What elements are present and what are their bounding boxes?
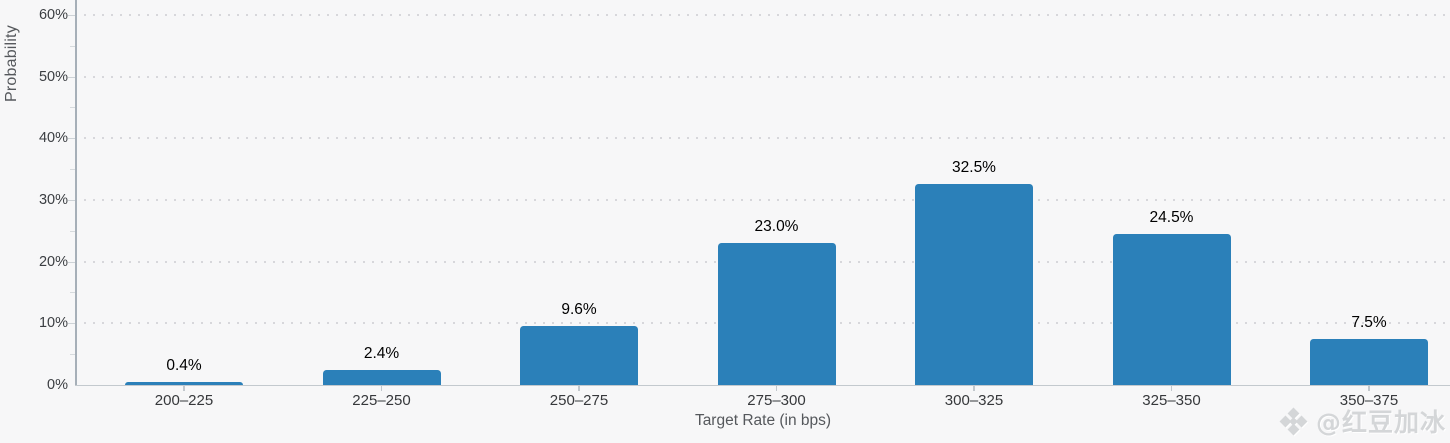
bar-200-225 (125, 382, 243, 385)
bar-value-label: 24.5% (1149, 208, 1194, 226)
bar-value-label: 23.0% (754, 218, 799, 236)
y-tick-label: 40% (38, 130, 68, 147)
binance-diamond-logo-icon (1278, 406, 1309, 437)
y-tick-label: 50% (38, 68, 68, 85)
bar-325-350 (1112, 233, 1231, 385)
x-tick-label: 325–350 (1142, 392, 1201, 409)
y-minor-tick-15 (70, 292, 75, 294)
bar-275-300 (717, 243, 836, 385)
x-axis-line (75, 384, 1450, 386)
y-major-tick-60 (68, 14, 76, 16)
bar-value-label: 7.5% (1351, 313, 1387, 331)
bar-value-label: 9.6% (561, 300, 597, 318)
gridline-60 (84, 13, 1450, 16)
x-tick-label: 250–275 (549, 392, 609, 409)
y-tick-label: 30% (38, 191, 68, 208)
x-tick-label: 200–225 (154, 392, 214, 409)
y-major-tick-40 (68, 138, 76, 140)
y-major-tick-50 (68, 76, 76, 78)
y-axis-line (75, 0, 77, 386)
gridline-30 (84, 198, 1450, 201)
y-tick-label: 10% (38, 315, 68, 332)
watermark: @红豆加冰 (1278, 403, 1446, 439)
x-tick-label: 225–250 (352, 392, 411, 409)
bar-value-label: 32.5% (952, 159, 996, 177)
x-tick-mark (578, 386, 580, 391)
gridline-50 (84, 75, 1450, 78)
y-minor-tick-35 (70, 169, 75, 171)
x-tick-label: 300–325 (944, 392, 1004, 409)
bar-300-325 (915, 184, 1033, 385)
x-tick-mark (1368, 386, 1370, 391)
y-tick-label: 20% (38, 253, 68, 270)
x-tick-mark (183, 386, 185, 391)
bar-value-label: 2.4% (363, 345, 400, 363)
x-tick-mark (1170, 386, 1173, 391)
y-major-tick-10 (68, 323, 76, 325)
gridline-40 (84, 137, 1450, 140)
x-tick-mark (380, 386, 383, 391)
x-tick-mark (775, 386, 778, 391)
bar-250-275 (520, 325, 638, 385)
y-minor-tick-5 (70, 354, 75, 356)
y-tick-label: 0% (47, 377, 68, 393)
y-major-tick-30 (68, 199, 76, 201)
bar-350-375 (1310, 338, 1428, 385)
x-tick-label: 350–375 (1339, 392, 1399, 409)
y-major-tick-20 (68, 261, 76, 263)
y-tick-label: 60% (38, 6, 68, 23)
bar-225-250 (322, 370, 441, 385)
x-tick-mark (973, 386, 975, 391)
y-minor-tick-55 (70, 45, 75, 47)
x-tick-label: 275–300 (747, 392, 806, 409)
watermark-handle: @红豆加冰 (1315, 408, 1446, 437)
y-minor-tick-25 (70, 230, 75, 232)
x-axis-title: Target Rate (in bps) (694, 412, 832, 429)
bar-value-label: 0.4% (166, 357, 202, 374)
y-minor-tick-45 (70, 107, 75, 109)
